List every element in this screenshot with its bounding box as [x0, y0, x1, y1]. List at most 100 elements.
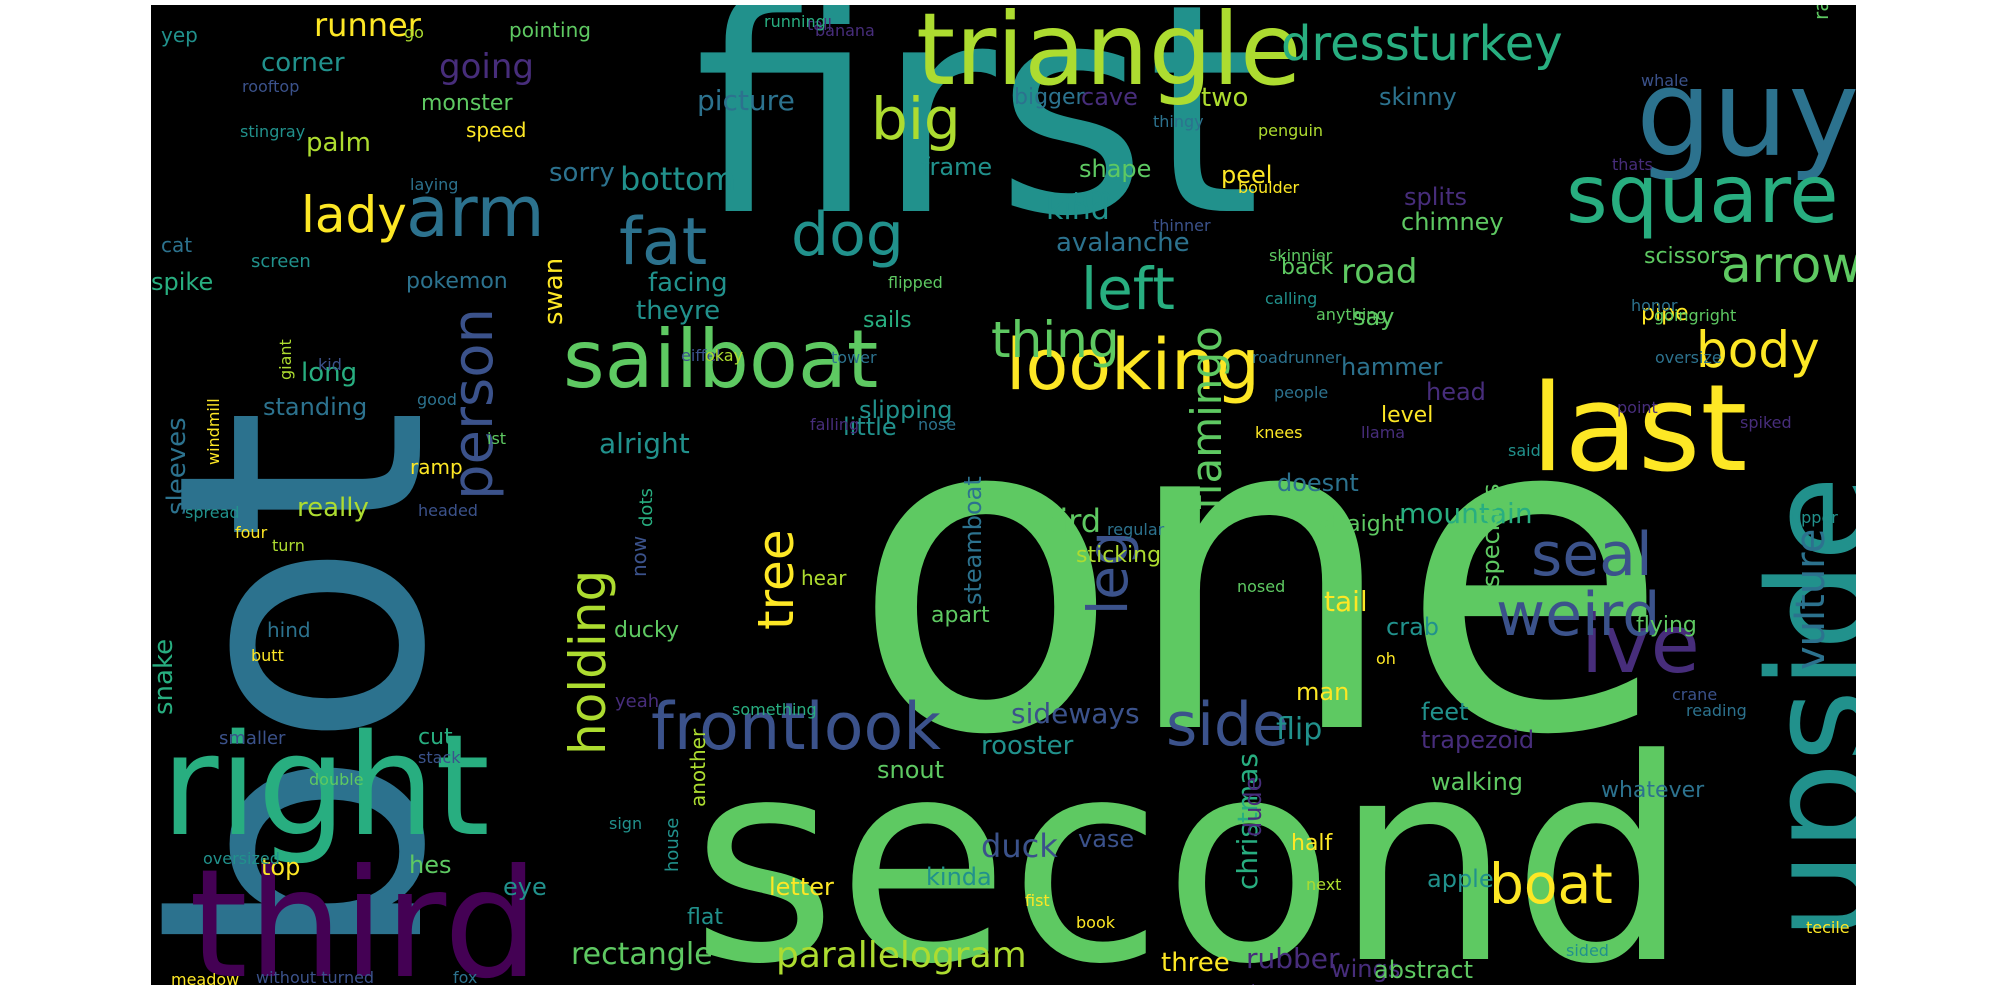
word: facing	[648, 268, 728, 298]
word: goingright	[1654, 306, 1737, 325]
word: flamingo	[1182, 326, 1231, 510]
word: bigger	[1014, 85, 1085, 110]
word: sided	[1566, 941, 1609, 960]
word: nose	[918, 415, 957, 434]
word: double	[309, 770, 364, 789]
word: doesnt	[1277, 469, 1359, 497]
word: oversized	[203, 849, 280, 868]
word: crane	[1672, 685, 1718, 704]
word: left	[1081, 255, 1175, 323]
word: rooftop	[242, 77, 300, 96]
word: flipped	[888, 273, 943, 292]
word: nosed	[1237, 577, 1286, 596]
word: man	[1296, 678, 1350, 706]
word: theyre	[636, 296, 721, 326]
word: regular	[1107, 520, 1165, 539]
word: wings	[1331, 955, 1401, 983]
word: headed	[418, 501, 478, 520]
word: said	[1508, 441, 1541, 460]
word: cat	[161, 233, 193, 257]
word: thinner	[1153, 216, 1211, 235]
word: standing	[263, 393, 368, 421]
word: rooster	[981, 731, 1074, 761]
word: last	[1531, 360, 1748, 499]
word: now	[627, 535, 651, 577]
word: seal	[1531, 520, 1653, 590]
word: splits	[1404, 183, 1467, 211]
word: dude	[1239, 776, 1267, 837]
word: tecile	[1806, 918, 1850, 937]
word: little	[843, 413, 897, 441]
word: right	[161, 705, 490, 868]
word: smaller	[219, 728, 286, 749]
word: duck	[981, 827, 1058, 865]
word: eye	[503, 873, 547, 901]
word: body	[1696, 321, 1820, 379]
word: knees	[1255, 423, 1303, 442]
word: ducky	[614, 618, 679, 643]
word: speckles	[1477, 483, 1505, 587]
word: bottom	[620, 160, 736, 198]
word: straight	[1318, 512, 1404, 537]
word: rectangle	[571, 937, 713, 972]
word: kid	[318, 355, 342, 374]
word: go	[404, 23, 424, 42]
word: skinnier	[1269, 246, 1333, 265]
word: abstract	[1374, 956, 1474, 984]
word: runner	[314, 6, 421, 44]
word: feet	[1421, 698, 1469, 726]
word: slipping	[859, 396, 953, 424]
word: kind	[1046, 192, 1110, 227]
word: half	[1291, 831, 1333, 856]
word: thing	[991, 311, 1120, 369]
word: ist	[487, 429, 507, 448]
word: hammer	[1341, 353, 1443, 381]
word: turn	[272, 536, 305, 555]
word: windmill	[204, 398, 223, 465]
word: whale	[1641, 71, 1689, 90]
word: something	[732, 700, 817, 719]
word: parallelogram	[776, 935, 1027, 976]
word: head	[1426, 378, 1486, 406]
word: four	[235, 523, 268, 542]
word: pokemon	[406, 269, 508, 294]
word: anything	[1316, 305, 1387, 324]
word: steamboat	[959, 476, 987, 605]
word: two	[1201, 83, 1249, 113]
word: pointing	[509, 18, 591, 42]
word: third	[189, 838, 539, 985]
word: first	[694, 5, 1261, 280]
word: llama	[1361, 423, 1406, 442]
word: walking	[1431, 768, 1524, 796]
word: people	[1274, 383, 1329, 402]
word: banana	[815, 21, 875, 40]
word: fox	[453, 968, 478, 986]
word: house	[662, 817, 683, 872]
word: yeah	[615, 691, 660, 712]
word: avalanche	[1056, 228, 1190, 258]
word: swan	[539, 257, 569, 325]
word: penguin	[1258, 121, 1324, 140]
word: thats	[1612, 155, 1653, 174]
word: shape	[1079, 155, 1152, 183]
word: tower	[831, 348, 877, 367]
word: sails	[863, 308, 912, 333]
word: tree	[747, 529, 805, 630]
word: vulture	[1788, 528, 1834, 670]
word: fist	[1025, 891, 1050, 910]
word: hind	[267, 618, 311, 642]
word: weird	[1496, 580, 1661, 650]
word: ive	[1581, 598, 1700, 691]
word: hes	[409, 851, 452, 879]
word: boat	[1489, 852, 1613, 916]
word: falling	[810, 415, 860, 434]
word: say	[1353, 303, 1395, 331]
word: rubber	[1246, 942, 1340, 975]
word: peel	[1221, 161, 1273, 189]
word: flat	[687, 905, 723, 930]
word: alright	[599, 427, 690, 460]
word: frontlook	[651, 690, 941, 765]
word: without turned	[256, 968, 375, 986]
word: bunny	[1251, 983, 1301, 986]
word: going	[439, 47, 534, 87]
